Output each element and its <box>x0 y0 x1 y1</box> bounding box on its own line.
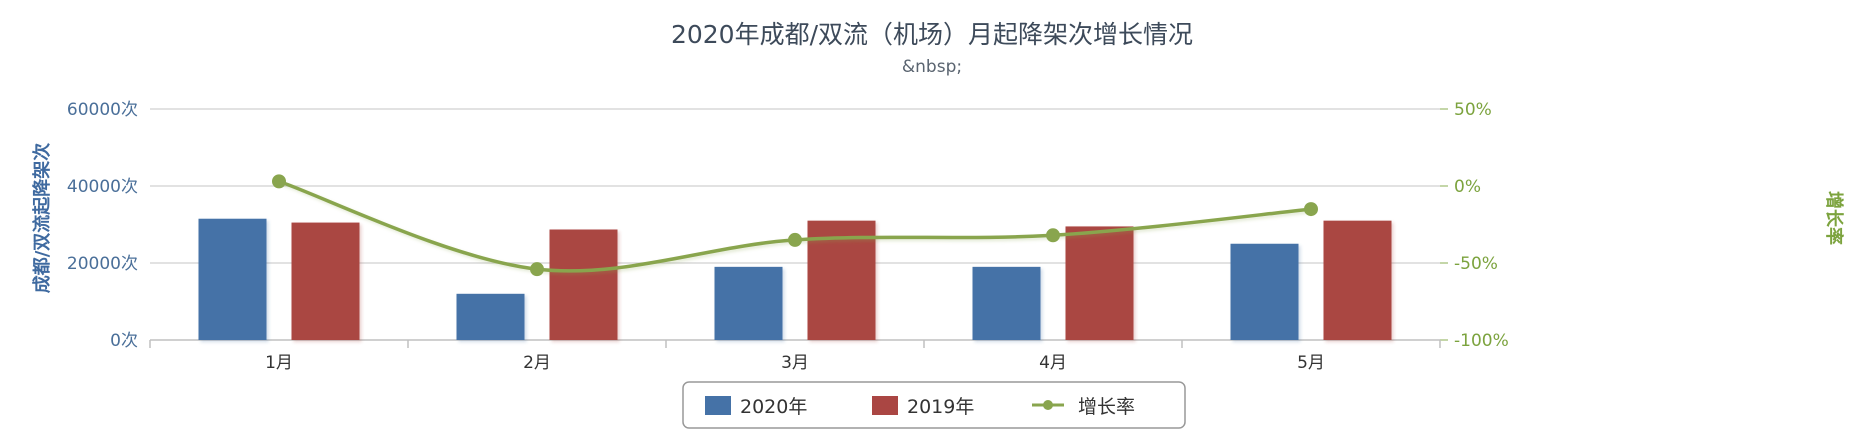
bar-2020 <box>714 266 783 340</box>
legend-item-2020[interactable]: 2020年 <box>705 396 807 418</box>
legend-label-2020: 2020年 <box>740 396 807 418</box>
chart-subtitle: &nbsp; <box>902 57 962 77</box>
growth-line <box>278 179 1312 273</box>
growth-point <box>530 262 544 277</box>
axes: 0次 20000次 40000次 60000次 -100% -50% 0% 50% 1月 2月 3月… <box>67 100 1509 373</box>
legend-swatch-2020 <box>705 396 731 415</box>
y-tick-right-label: 0% <box>1454 177 1481 197</box>
bar-2020 <box>456 293 525 340</box>
y-tick-right-label: 50% <box>1454 100 1492 120</box>
growth-point <box>1304 202 1318 217</box>
growth-point <box>272 174 286 189</box>
bar-2019 <box>291 222 360 340</box>
grid-lines <box>150 108 1440 341</box>
y-tick-left-label: 0次 <box>110 331 138 351</box>
y-axis-right-label: 增长率 <box>1823 191 1845 245</box>
bar-2020 <box>1230 243 1299 340</box>
legend-label-2019: 2019年 <box>907 396 974 418</box>
legend-label-growth: 增长率 <box>1078 396 1135 418</box>
legend: 2020年 2019年 增长率 <box>682 381 1186 429</box>
bar-2019 <box>807 220 876 340</box>
bar-2019 <box>549 229 618 340</box>
x-tick-label: 2月 <box>523 353 551 373</box>
y-tick-right-label: -50% <box>1454 254 1498 274</box>
bar-2019 <box>1323 220 1392 340</box>
y-tick-left-label: 40000次 <box>67 177 138 197</box>
x-tick-label: 3月 <box>781 353 809 373</box>
legend-item-growth[interactable]: 增长率 <box>1032 396 1135 418</box>
legend-item-2019[interactable]: 2019年 <box>872 396 974 418</box>
growth-point <box>1046 228 1060 243</box>
y-tick-left-label: 20000次 <box>67 254 138 274</box>
bar-2019 <box>1065 226 1134 340</box>
x-tick-label: 5月 <box>1297 353 1325 373</box>
y-tick-left-label: 60000次 <box>67 100 138 120</box>
legend-swatch-2019 <box>872 396 898 415</box>
growth-point <box>788 232 802 247</box>
y-axis-left-label: 成都/双流起降架次 <box>31 143 53 294</box>
x-tick-label: 1月 <box>265 353 293 373</box>
x-tick-label: 4月 <box>1039 353 1067 373</box>
bar-2020 <box>972 266 1041 340</box>
legend-marker-growth <box>1043 400 1053 410</box>
line-series <box>272 174 1318 277</box>
y-tick-right-label: -100% <box>1454 331 1509 351</box>
bar-2020 <box>198 218 267 340</box>
legend-box <box>682 381 1186 429</box>
chart-title: 2020年成都/双流（机场）月起降架次增长情况 <box>671 20 1193 49</box>
bar-series <box>198 218 1392 340</box>
